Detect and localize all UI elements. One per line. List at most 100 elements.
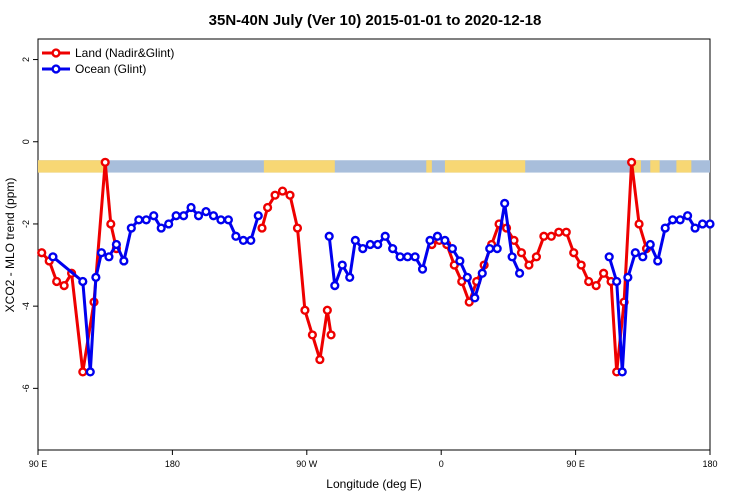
land-strip-segment	[631, 160, 641, 173]
data-point	[263, 202, 273, 213]
data-point	[623, 272, 633, 282]
plot-frame	[37, 38, 711, 451]
data-point	[403, 252, 413, 262]
data-point	[645, 239, 655, 250]
x-tick-label: 0	[439, 459, 444, 469]
data-point	[455, 256, 465, 266]
data-point	[638, 252, 648, 262]
data-point	[100, 157, 110, 167]
data-point	[292, 223, 303, 233]
axes: 90 E 180 90 W 0 90 E 180 2 0 -2 -4 -6	[21, 57, 718, 469]
data-point	[119, 256, 129, 266]
x-tick-label: 90 E	[29, 459, 48, 469]
data-point	[516, 248, 527, 258]
data-point	[531, 252, 542, 262]
data-point	[193, 211, 204, 221]
x-tick-label: 180	[165, 459, 180, 469]
data-point	[285, 190, 295, 200]
data-point	[365, 239, 375, 250]
data-point	[554, 227, 564, 237]
y-tick-label: -2	[21, 220, 31, 228]
data-point	[653, 256, 663, 266]
data-point	[337, 260, 347, 270]
data-point	[576, 260, 586, 270]
data-point	[492, 244, 502, 254]
data-point	[350, 235, 360, 245]
data-point	[164, 219, 174, 229]
data-point	[432, 231, 443, 241]
data-point	[201, 207, 211, 217]
data-point	[561, 227, 571, 237]
data-point	[388, 244, 398, 254]
land-strip-segment	[650, 160, 660, 173]
data-point	[485, 244, 495, 254]
data-point	[149, 211, 159, 221]
series-layer	[37, 157, 715, 377]
data-point	[37, 248, 47, 258]
data-point	[216, 215, 226, 225]
data-point	[697, 219, 708, 229]
data-point	[425, 235, 435, 245]
data-point	[660, 223, 670, 233]
data-point	[604, 252, 614, 262]
legend-item: Ocean (Glint)	[42, 62, 146, 76]
series-line	[51, 206, 260, 374]
data-point	[380, 231, 390, 241]
data-point	[253, 211, 263, 221]
data-point	[186, 202, 196, 213]
data-point	[59, 281, 69, 291]
data-point	[52, 276, 62, 287]
data-point	[630, 248, 640, 258]
y-tick-label: -6	[21, 384, 31, 392]
data-point	[156, 223, 166, 233]
data-point	[546, 231, 556, 241]
data-point	[324, 231, 334, 241]
data-point	[208, 211, 219, 221]
data-point	[470, 293, 480, 303]
data-point	[539, 231, 549, 241]
legend: Land (Nadir&Glint) Ocean (Glint)	[42, 46, 174, 76]
series-line	[260, 189, 333, 362]
data-point	[179, 211, 189, 221]
data-point	[507, 252, 517, 262]
data-point	[617, 367, 627, 377]
data-point	[246, 235, 256, 245]
data-point	[277, 186, 288, 196]
data-point	[705, 219, 715, 229]
data-point	[514, 268, 525, 278]
data-point	[524, 260, 534, 270]
y-axis-label: XCO2 - MLO trend (ppm)	[3, 178, 17, 313]
land-strip-segment	[263, 160, 335, 173]
data-point	[626, 157, 637, 167]
data-point	[85, 367, 95, 377]
series-line	[40, 160, 118, 374]
legend-marker	[51, 48, 61, 58]
data-point	[300, 305, 310, 315]
data-point	[326, 330, 336, 340]
legend-label: Ocean (Glint)	[75, 62, 146, 76]
data-point	[462, 272, 472, 282]
data-point	[104, 252, 114, 262]
land-strip-segment	[676, 160, 692, 173]
data-point	[171, 211, 181, 221]
data-point	[270, 190, 280, 200]
data-point	[307, 330, 318, 340]
data-point	[634, 219, 644, 229]
data-point	[591, 281, 601, 291]
x-axis-label: Longitude (deg E)	[326, 477, 421, 491]
data-point	[322, 305, 332, 315]
data-point	[257, 223, 267, 233]
chart-title: 35N-40N July (Ver 10) 2015-01-01 to 2020…	[209, 12, 542, 29]
data-point	[598, 268, 609, 278]
y-tick-label: 2	[21, 57, 31, 62]
data-point	[141, 215, 151, 225]
data-point	[330, 281, 340, 291]
legend-label: Land (Nadir&Glint)	[75, 46, 174, 60]
land-strip-segment	[426, 160, 432, 173]
data-point	[238, 235, 248, 245]
data-point	[111, 239, 122, 250]
data-point	[440, 235, 450, 245]
data-point	[447, 244, 458, 254]
data-point	[231, 231, 241, 241]
